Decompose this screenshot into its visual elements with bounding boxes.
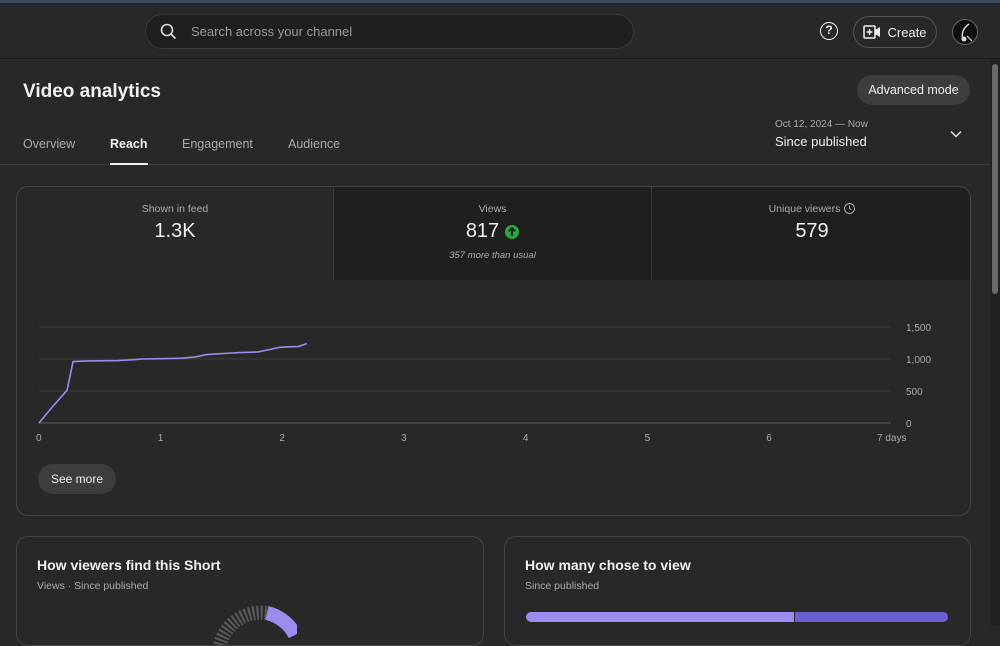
metric-value-row: 1.3K [17,220,333,243]
date-range-selector[interactable]: Oct 12, 2024 — Now Since published [775,119,868,149]
x-tick-label: 4 [523,433,529,444]
page-scrollbar[interactable] [990,60,1000,626]
metric-value: 579 [795,220,829,242]
y-tick-label: 1,000 [906,355,931,366]
metric-value: 817 [465,220,500,242]
arrow-up-icon [505,224,520,239]
y-tick-label: 0 [906,419,912,430]
x-tick-label: 1 [158,433,164,444]
date-range-dates: Oct 12, 2024 — Now [775,119,868,130]
card-subtitle: Since published [525,580,600,592]
metric-value-row: 817 [334,220,651,243]
advanced-mode-button[interactable]: Advanced mode [857,75,970,105]
metric-label: Views [478,203,507,215]
x-tick-label: 6 [766,433,772,444]
see-more-button[interactable]: See more [38,464,116,494]
views-series-line [38,342,308,424]
metric-label: Shown in feed [141,203,209,215]
chose-to-view-bar [526,612,794,622]
tab-overview[interactable]: Overview [23,137,76,151]
views-line-chart: 1,500 1,000 500 0 0 1 2 3 4 5 6 7 days [36,323,931,444]
metric-label: Unique viewers [768,203,841,215]
avatar[interactable] [952,19,978,45]
help-icon[interactable]: ? [820,22,838,40]
reach-card: Shown in feed 1.3K Views 817 357 more th… [16,186,971,516]
analytics-main: Video analytics Advanced mode Oct 12, 20… [0,60,990,646]
search-bar[interactable] [145,14,634,49]
x-tick-label: 3 [401,433,407,444]
card-title: How viewers find this Short [37,557,221,573]
card-subtitle: Views · Since published [37,580,149,592]
metric-tiles: Shown in feed 1.3K Views 817 357 more th… [17,187,970,280]
x-tick-label: 2 [279,433,285,444]
create-video-icon [863,25,881,39]
clock-icon [844,203,856,214]
metric-value-row: 579 [652,220,970,243]
traffic-source-card: How viewers find this Short Views · Sinc… [16,536,484,646]
card-title: How many chose to view [525,557,691,573]
chose-to-view-card: How many chose to view Since published [504,536,971,646]
tab-bar: Overview Reach Engagement Audience [0,130,990,165]
metric-views[interactable]: Views 817 357 more than usual [334,187,652,280]
top-bar: ? Create [0,3,1000,59]
tab-audience[interactable]: Audience [288,137,341,151]
create-button[interactable]: Create [853,16,937,48]
metric-value: 1.3K [154,220,196,242]
avatar-image [961,23,973,42]
search-icon [160,23,177,40]
x-tick-label: 7 days [877,433,906,444]
metric-label-row: Unique viewers [652,203,970,215]
chevron-down-icon[interactable] [950,128,962,140]
scrollbar-thumb[interactable] [992,64,998,294]
swiped-away-bar [795,612,948,622]
x-tick-label: 5 [645,433,651,444]
create-label: Create [887,24,927,40]
page-title: Video analytics [23,81,161,102]
y-tick-label: 500 [906,387,923,398]
metric-shown-in-feed[interactable]: Shown in feed 1.3K [17,187,334,280]
date-range-label: Since published [775,134,867,149]
metric-note: 357 more than usual [449,250,536,261]
tab-reach[interactable]: Reach [110,137,148,165]
metric-unique-viewers[interactable]: Unique viewers 579 [652,187,970,280]
window-top-accent [0,0,1000,3]
search-input[interactable] [191,24,591,39]
tab-engagement[interactable]: Engagement [182,137,253,151]
x-tick-label: 0 [36,433,42,444]
y-tick-label: 1,500 [906,323,931,334]
